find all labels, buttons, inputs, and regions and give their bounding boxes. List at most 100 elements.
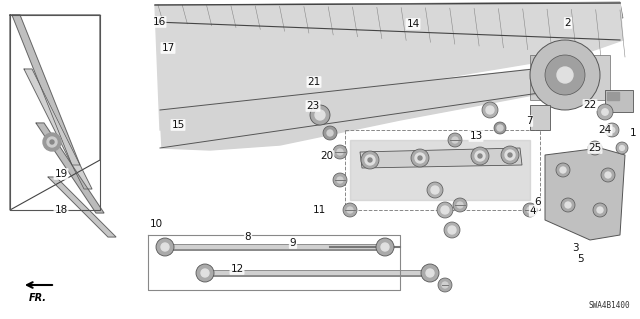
Text: 24: 24 [598, 125, 612, 135]
Circle shape [523, 203, 537, 217]
Circle shape [478, 154, 482, 158]
Polygon shape [350, 140, 530, 200]
Polygon shape [160, 65, 575, 150]
Circle shape [561, 198, 575, 212]
Polygon shape [360, 148, 522, 168]
Circle shape [415, 153, 425, 163]
Circle shape [442, 282, 448, 288]
Circle shape [545, 55, 585, 95]
Text: 5: 5 [577, 254, 583, 264]
Circle shape [620, 145, 625, 150]
Circle shape [161, 243, 169, 251]
Circle shape [337, 149, 343, 155]
Polygon shape [530, 55, 610, 100]
Circle shape [475, 151, 485, 161]
Circle shape [333, 173, 347, 187]
Circle shape [616, 142, 628, 154]
Polygon shape [545, 148, 625, 240]
Circle shape [609, 127, 615, 133]
Text: 1: 1 [630, 128, 636, 138]
Circle shape [527, 207, 533, 213]
Circle shape [43, 133, 61, 151]
Circle shape [593, 203, 607, 217]
Polygon shape [48, 177, 116, 237]
Bar [605, 90, 633, 112]
Circle shape [494, 122, 506, 134]
Circle shape [486, 106, 494, 114]
Text: 9: 9 [290, 238, 296, 248]
Text: 10: 10 [149, 219, 163, 229]
Circle shape [381, 243, 389, 251]
Text: 2: 2 [564, 18, 572, 28]
Circle shape [605, 172, 611, 178]
Circle shape [201, 269, 209, 277]
Polygon shape [24, 69, 92, 189]
Circle shape [592, 145, 598, 151]
Circle shape [557, 67, 573, 83]
Circle shape [50, 140, 54, 144]
Text: 16: 16 [152, 17, 166, 27]
Text: 20: 20 [321, 151, 333, 161]
Circle shape [588, 141, 602, 155]
Circle shape [565, 202, 571, 208]
Text: 7: 7 [525, 116, 532, 126]
Circle shape [310, 105, 330, 125]
Circle shape [437, 202, 453, 218]
Text: 3: 3 [572, 243, 579, 253]
Circle shape [418, 156, 422, 160]
Circle shape [315, 110, 325, 120]
Circle shape [347, 207, 353, 213]
Circle shape [376, 238, 394, 256]
Bar [607, 92, 619, 100]
Circle shape [505, 150, 515, 160]
Circle shape [448, 226, 456, 234]
Circle shape [431, 186, 439, 194]
Circle shape [337, 177, 343, 183]
Circle shape [602, 109, 608, 115]
Circle shape [482, 102, 498, 118]
Circle shape [426, 269, 434, 277]
Circle shape [530, 40, 600, 110]
Circle shape [361, 151, 379, 169]
Circle shape [605, 123, 619, 137]
Polygon shape [155, 2, 623, 22]
Polygon shape [155, 3, 623, 130]
Polygon shape [12, 15, 80, 165]
Text: 21: 21 [307, 77, 321, 87]
Circle shape [411, 149, 429, 167]
Text: FR.: FR. [29, 293, 47, 303]
Text: 15: 15 [172, 120, 184, 130]
Circle shape [556, 163, 570, 177]
Circle shape [501, 146, 519, 164]
Circle shape [323, 126, 337, 140]
Text: SWA4B1400: SWA4B1400 [588, 301, 630, 310]
Circle shape [597, 207, 603, 213]
Text: 22: 22 [584, 100, 596, 110]
Circle shape [156, 238, 174, 256]
Circle shape [508, 153, 512, 157]
Circle shape [333, 145, 347, 159]
Text: 11: 11 [312, 205, 326, 215]
Text: 14: 14 [406, 19, 420, 29]
Text: 13: 13 [469, 131, 483, 141]
Text: 4: 4 [530, 206, 536, 216]
Circle shape [365, 155, 375, 165]
Text: 6: 6 [534, 197, 541, 207]
Circle shape [427, 182, 443, 198]
Polygon shape [36, 123, 104, 213]
Circle shape [471, 147, 489, 165]
Circle shape [196, 264, 214, 282]
Circle shape [597, 104, 613, 120]
Text: 12: 12 [230, 264, 244, 274]
Polygon shape [530, 105, 550, 130]
Circle shape [448, 133, 462, 147]
Circle shape [453, 198, 467, 212]
Circle shape [47, 137, 57, 147]
Text: 19: 19 [54, 169, 68, 179]
Circle shape [343, 203, 357, 217]
Circle shape [444, 222, 460, 238]
Text: 8: 8 [244, 232, 252, 242]
Circle shape [441, 206, 449, 214]
Circle shape [438, 278, 452, 292]
Text: 17: 17 [161, 43, 175, 53]
